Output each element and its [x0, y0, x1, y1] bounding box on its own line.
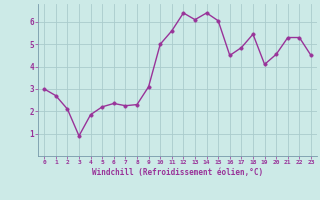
X-axis label: Windchill (Refroidissement éolien,°C): Windchill (Refroidissement éolien,°C) — [92, 168, 263, 177]
